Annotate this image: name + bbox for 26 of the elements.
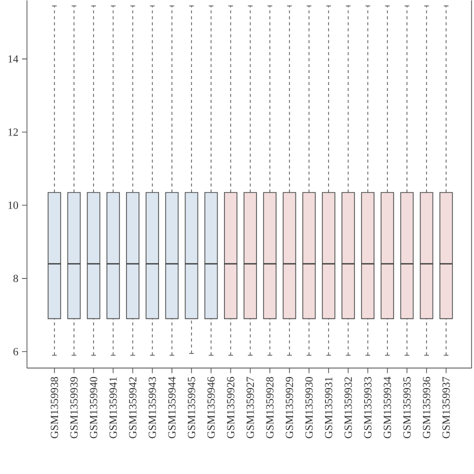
x-tick-label: GSM1359940 [90,377,98,438]
x-tick-label: GSM1359926 [227,376,235,438]
x-tick-label: GSM1359934 [384,376,392,438]
x-tick-label: GSM1359946 [208,376,215,438]
x-tick-label: GSM1359927 [246,376,254,438]
y-tick-label: 12 [8,128,18,136]
x-tick-label: GSM1359939 [70,377,78,438]
x-tick-label: GSM1359942 [129,377,137,438]
x-tick-label: GSM1359943 [148,377,156,438]
x-tick-label: GSM1359931 [325,377,332,438]
x-tick-label: GSM1359945 [188,377,196,438]
x-tick-label: GSM1359941 [110,377,118,438]
y-tick-label: 6 [14,348,18,356]
x-tick-label: GSM1359938 [50,377,58,438]
y-tick-label: 14 [8,55,18,63]
x-tick-label: GSM1359928 [266,377,274,438]
x-tick-label: GSM1359937 [442,376,450,438]
x-tick-label: GSM1359929 [286,377,294,438]
y-tick-label: 8 [14,274,18,282]
x-tick-label: GSM1359932 [344,377,352,438]
y-tick-label: 10 [8,202,18,209]
x-tick-label: GSM1359944 [168,376,176,438]
x-tick-label: GSM1359933 [364,377,372,438]
x-tick-label: GSM1359930 [306,377,313,438]
x-tick-label: GSM1359936 [423,376,430,438]
x-tick-label: GSM1359935 [403,377,411,438]
